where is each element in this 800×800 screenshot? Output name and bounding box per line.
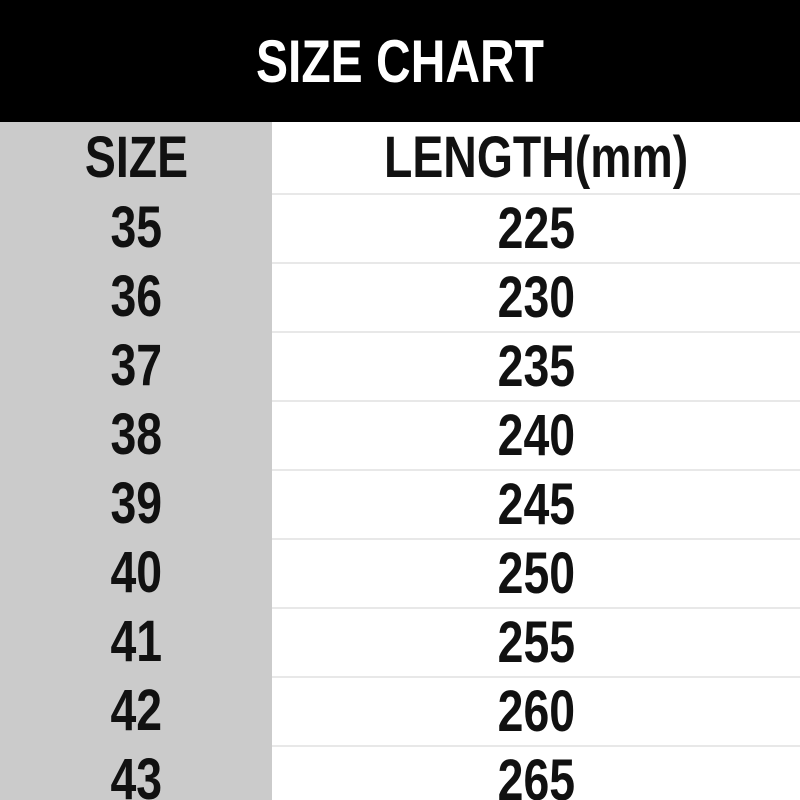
size-cell: 42 (110, 678, 162, 743)
size-cell: 39 (110, 471, 162, 536)
chart-title-bar: SIZE CHART (0, 0, 800, 122)
length-cell: 260 (272, 676, 800, 745)
length-cell: 255 (272, 607, 800, 676)
size-cell: 40 (110, 540, 162, 605)
length-cell: 240 (272, 400, 800, 469)
size-cell: 38 (110, 402, 162, 467)
table-row: 42 260 (0, 676, 800, 745)
length-cell: 265 (272, 745, 800, 800)
length-cell: 245 (272, 469, 800, 538)
table-row: 38 240 (0, 400, 800, 469)
size-cell: 37 (110, 333, 162, 398)
table-row: 41 255 (0, 607, 800, 676)
size-cell: 36 (110, 264, 162, 329)
length-cell: 250 (272, 538, 800, 607)
size-table: SIZE LENGTH(mm) 35 225 36 230 37 235 38 … (0, 122, 800, 800)
column-header-size-label: SIZE (84, 125, 188, 190)
size-cell: 41 (110, 609, 162, 674)
column-header-length: LENGTH(mm) (272, 122, 800, 193)
column-header-size: SIZE (0, 122, 272, 193)
table-header-row: SIZE LENGTH(mm) (0, 122, 800, 193)
table-row: 36 230 (0, 262, 800, 331)
length-cell: 225 (272, 193, 800, 262)
length-cell: 230 (272, 262, 800, 331)
size-cell: 43 (110, 747, 162, 800)
column-header-length-label: LENGTH(mm) (383, 125, 689, 190)
table-row: 43 265 (0, 745, 800, 800)
chart-title: SIZE CHART (256, 27, 544, 95)
size-cell: 35 (110, 195, 162, 260)
table-row: 37 235 (0, 331, 800, 400)
length-cell: 235 (272, 331, 800, 400)
table-row: 35 225 (0, 193, 800, 262)
table-row: 40 250 (0, 538, 800, 607)
table-row: 39 245 (0, 469, 800, 538)
